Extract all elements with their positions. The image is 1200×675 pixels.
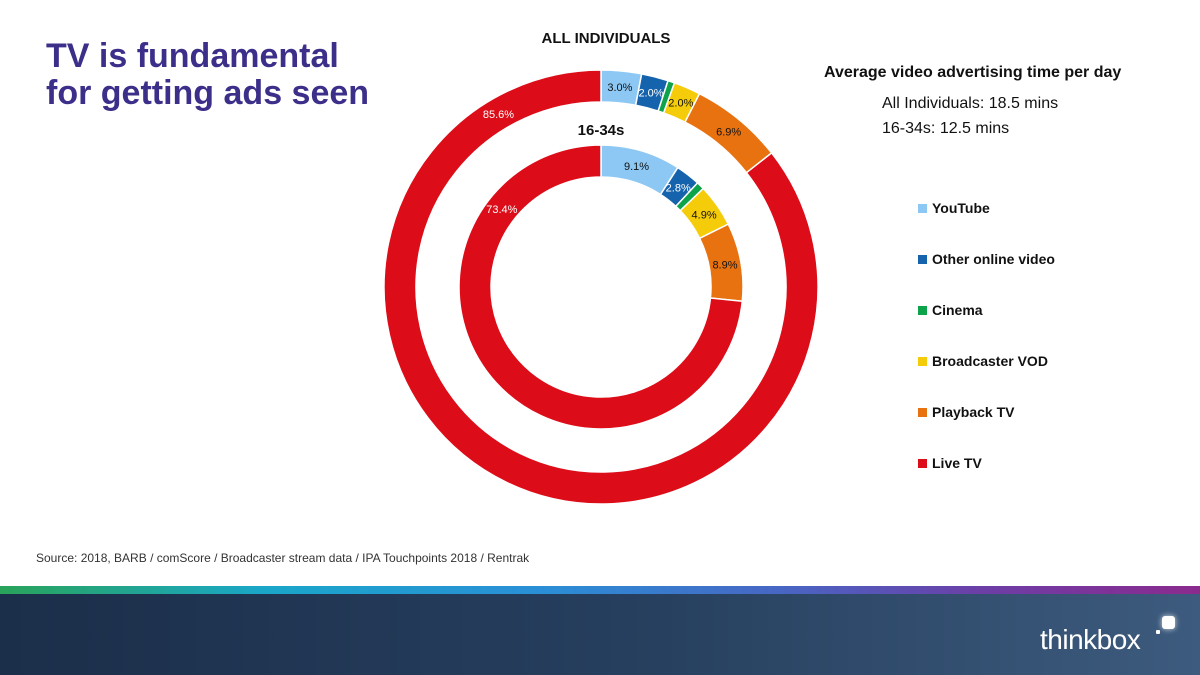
legend-item-playback-tv: Playback TV	[918, 404, 1118, 422]
legend-label-youtube: YouTube	[932, 200, 990, 216]
inner-label-broadcaster-vod: 4.9%	[692, 210, 717, 222]
inner-ring-title: 16-34s	[578, 122, 625, 139]
inner-label-youtube: 9.1%	[624, 161, 649, 173]
source-note: Source: 2018, BARB / comScore / Broadcas…	[36, 551, 530, 565]
legend-label-other-online-video: Other online video	[932, 251, 1055, 267]
legend-label-live-tv: Live TV	[932, 455, 982, 471]
legend-swatch-broadcaster-vod	[918, 357, 927, 366]
brand-dot	[1156, 630, 1160, 634]
chart-title: ALL INDIVIDUALS	[542, 30, 671, 47]
brand-square-icon	[1162, 616, 1175, 629]
thinkbox-logo: thinkbox	[1040, 616, 1190, 666]
inner-label-live-tv: 73.4%	[486, 204, 517, 216]
outer-label-playback-tv: 6.9%	[716, 127, 741, 139]
legend-swatch-playback-tv	[918, 408, 927, 417]
inner-label-playback-tv: 8.9%	[712, 260, 737, 272]
legend-label-broadcaster-vod: Broadcaster VOD	[932, 353, 1048, 369]
outer-ring: 3.0% 2.0% 2.0% 6.9% 85.6%	[383, 69, 819, 505]
legend-item-youtube: YouTube	[918, 200, 1118, 218]
legend-swatch-cinema	[918, 306, 927, 315]
legend-item-cinema: Cinema	[918, 302, 1118, 320]
legend-label-cinema: Cinema	[932, 302, 983, 318]
brand-wordmark: thinkbox	[1040, 624, 1141, 655]
info-line-all-individuals: All Individuals: 18.5 mins	[882, 95, 1059, 112]
inner-slice-live-tv	[458, 144, 744, 430]
footer-band	[0, 594, 1200, 675]
legend-item-other-online-video: Other online video	[918, 251, 1118, 269]
legend-swatch-other-online-video	[918, 255, 927, 264]
outer-label-youtube: 3.0%	[607, 82, 632, 94]
inner-ring: 9.1% 2.8% 4.9% 8.9% 73.4%	[458, 144, 744, 430]
info-heading: Average video advertising time per day	[824, 64, 1122, 81]
slide-title: TV is fundamental for getting ads seen	[46, 37, 370, 112]
outer-label-broadcaster-vod: 2.0%	[668, 98, 693, 110]
outer-label-live-tv: 85.6%	[483, 109, 514, 121]
footer-gradient-stripe	[0, 586, 1200, 594]
inner-label-other-online-video: 2.8%	[666, 182, 691, 194]
legend-item-live-tv: Live TV	[918, 455, 1118, 473]
legend-label-playback-tv: Playback TV	[932, 404, 1015, 420]
outer-label-other-online-video: 2.0%	[638, 87, 663, 99]
legend-item-broadcaster-vod: Broadcaster VOD	[918, 353, 1118, 371]
donut-chart: ALL INDIVIDUALS 3.0% 2.0% 2.0% 6.9% 85.6% 9.…	[383, 30, 819, 505]
info-line-16-34s: 16-34s: 12.5 mins	[882, 120, 1010, 137]
outer-slice-live-tv	[383, 69, 819, 505]
legend-swatch-youtube	[918, 204, 927, 213]
legend-swatch-live-tv	[918, 459, 927, 468]
